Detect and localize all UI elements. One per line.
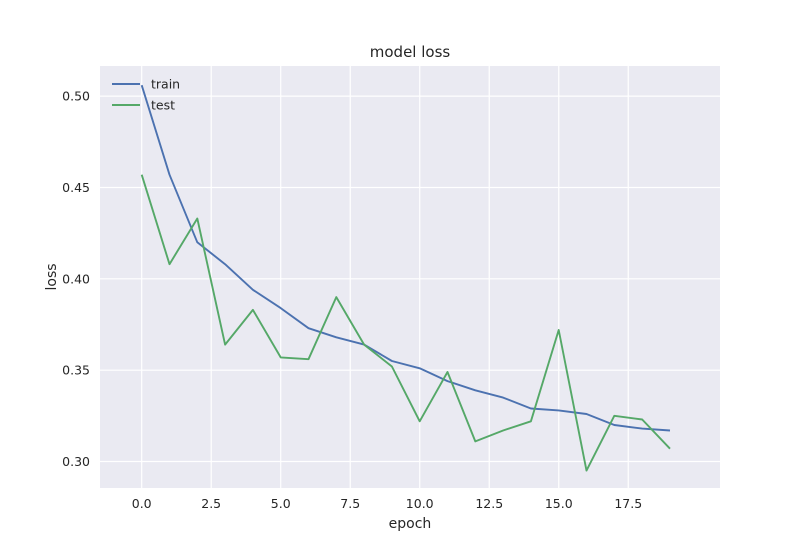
x-tick-label: 7.5 [340, 496, 360, 511]
x-tick-label: 12.5 [475, 496, 503, 511]
x-axis-label: epoch [389, 516, 432, 532]
legend-label-train: train [151, 77, 180, 92]
series-line-train [140, 84, 671, 432]
y-tick-label: 0.40 [62, 271, 90, 286]
y-tick-label: 0.35 [62, 363, 90, 378]
x-tick-label: 10.0 [406, 496, 434, 511]
legend-label-test: test [151, 98, 175, 113]
y-tick-label: 0.30 [62, 454, 90, 469]
legend: train test [112, 77, 180, 113]
y-tick-label: 0.50 [62, 89, 90, 104]
x-tick-label: 0.0 [132, 496, 152, 511]
x-tick-label: 5.0 [271, 496, 291, 511]
series-lines [140, 84, 671, 472]
plot-area [100, 66, 720, 488]
x-tick-labels: 0.0 2.5 5.0 7.5 10.0 12.5 15.0 17.5 [132, 496, 642, 511]
x-tick-label: 2.5 [201, 496, 221, 511]
y-axis-label: loss [44, 263, 60, 290]
y-tick-label: 0.45 [62, 180, 90, 195]
grid-lines [100, 66, 720, 488]
chart-title: model loss [370, 43, 451, 61]
x-tick-label: 17.5 [614, 496, 642, 511]
series-line-test [140, 174, 671, 472]
x-tick-label: 15.0 [545, 496, 573, 511]
y-tick-labels: 0.30 0.35 0.40 0.45 0.50 [62, 89, 90, 469]
